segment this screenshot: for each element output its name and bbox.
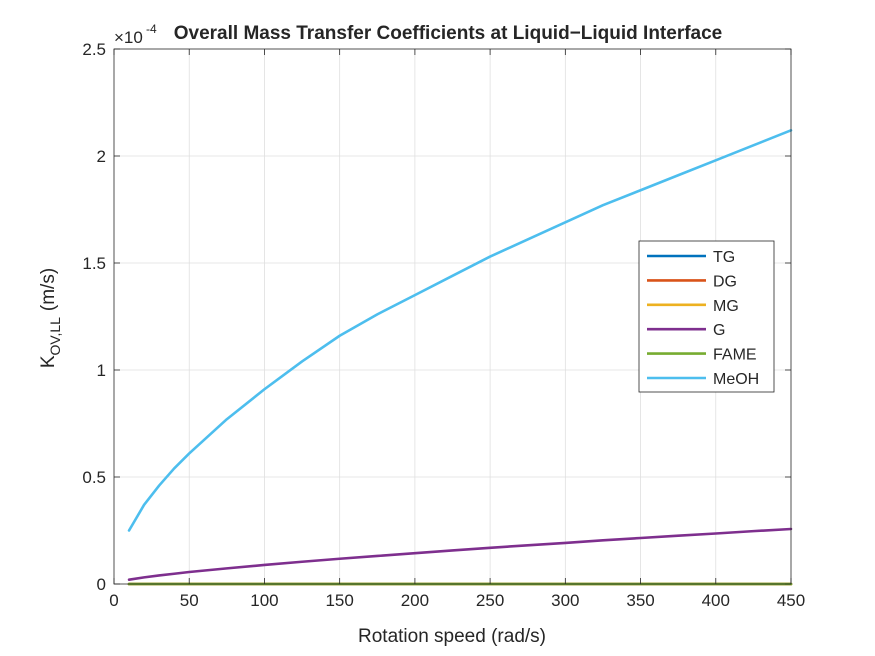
- legend-label-mg: MG: [713, 298, 739, 315]
- y-tick-label: 2: [97, 147, 106, 166]
- x-tick-label: 350: [626, 591, 654, 610]
- legend-label-fame: FAME: [713, 347, 757, 364]
- chart-title: Overall Mass Transfer Coefficients at Li…: [174, 23, 723, 44]
- x-tick-label: 250: [476, 591, 504, 610]
- y-tick-label: 1: [97, 361, 106, 380]
- x-tick-label: 300: [551, 591, 579, 610]
- legend-label-meoh: MeOH: [713, 371, 759, 388]
- y-tick-label: 1.5: [82, 254, 106, 273]
- svg-text:KOV,LL(m/s): KOV,LL (m/s): [38, 268, 63, 368]
- x-tick-label: 200: [401, 591, 429, 610]
- y-axis-label-unit: (m/s): [38, 268, 59, 311]
- y-axis-label-subscript: OV,LL: [47, 317, 63, 356]
- x-tick-label: 50: [180, 591, 199, 610]
- y-axis-exponent: ×10 -4: [114, 22, 157, 47]
- series-line-g: [127, 527, 793, 582]
- y-exponent-power: -4: [146, 22, 157, 36]
- x-tick-label: 100: [250, 591, 278, 610]
- y-tick-label: 0: [97, 575, 106, 594]
- legend: TG DG MG G FAME MeOH: [638, 240, 775, 393]
- x-tick-label: 400: [702, 591, 730, 610]
- y-axis-label-main: K: [38, 355, 59, 368]
- legend-box: [638, 240, 775, 393]
- y-axis-label: KOV,LL (m/s): [38, 268, 63, 368]
- y-exponent-base: ×10: [114, 28, 143, 47]
- y-tick-label: 0.5: [82, 468, 106, 487]
- legend-label-g: G: [713, 322, 725, 339]
- x-tick-label: 150: [325, 591, 353, 610]
- x-tick-label: 450: [777, 591, 805, 610]
- y-tick-label: 2.5: [82, 40, 106, 59]
- series-line-meoh: [127, 129, 793, 532]
- x-tick-label: 0: [109, 591, 118, 610]
- legend-label-dg: DG: [713, 273, 737, 290]
- legend-label-tg: TG: [713, 249, 735, 266]
- x-axis-label: Rotation speed (rad/s): [358, 626, 546, 647]
- axes-box: [113, 48, 792, 585]
- legend-entries: TG DG MG G FAME MeOH: [647, 249, 759, 388]
- axis-ticks: 0 50 100 150 200 250 300 350 400 450 0 0.5 1 1.5 2 2.5: [82, 40, 805, 610]
